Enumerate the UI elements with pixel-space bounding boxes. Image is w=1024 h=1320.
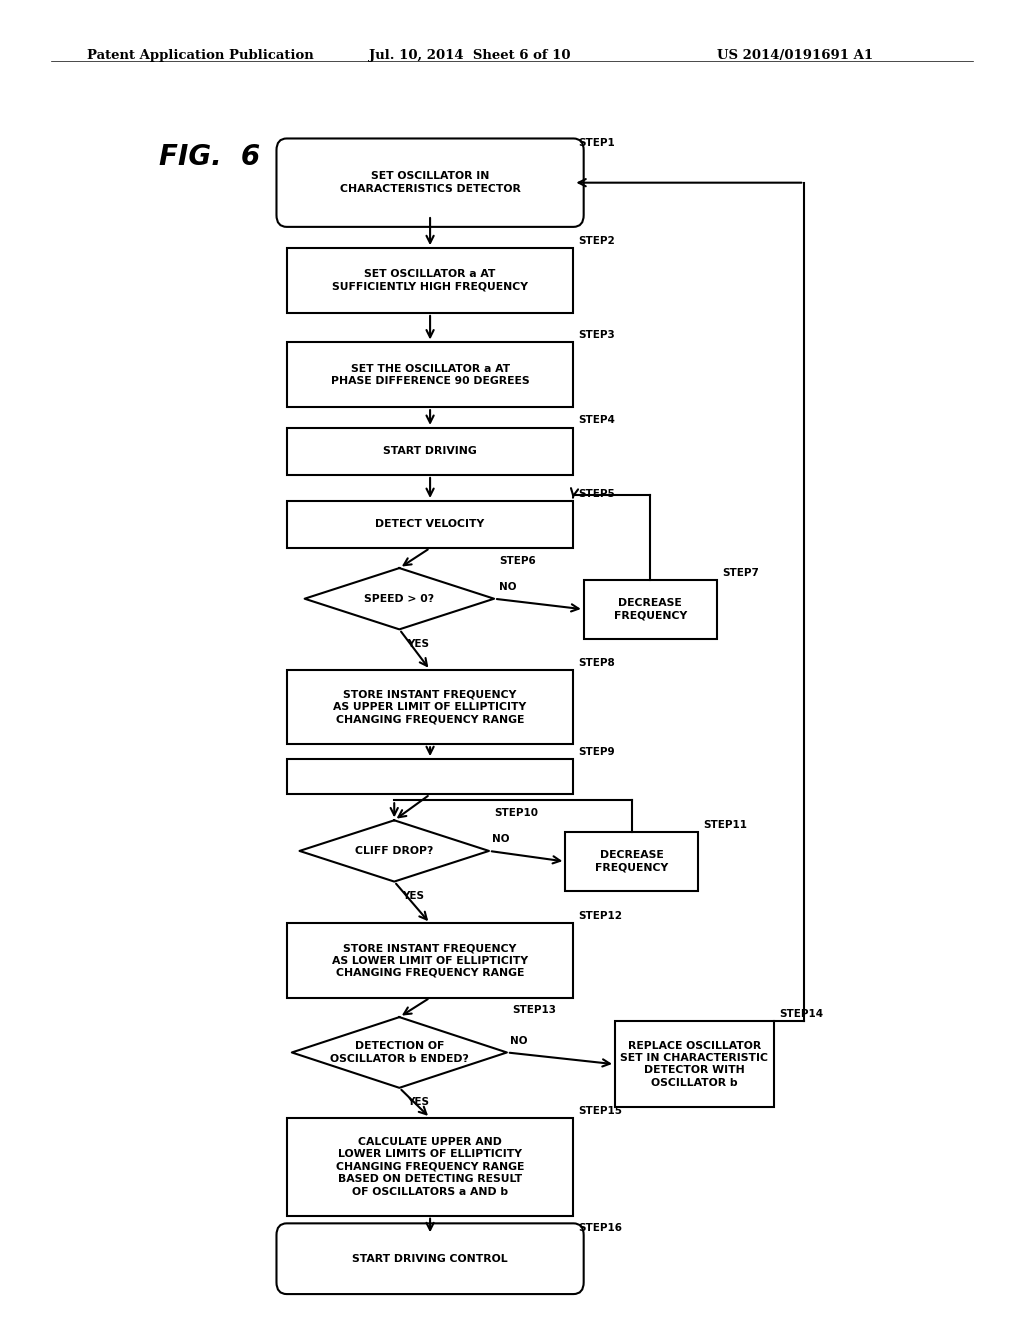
Text: YES: YES [408,1097,429,1107]
Text: STEP4: STEP4 [579,416,615,425]
Polygon shape [305,568,495,630]
Text: STEP3: STEP3 [579,330,615,341]
Bar [565,832,698,891]
Text: DETECT VELOCITY: DETECT VELOCITY [376,520,484,529]
Text: DETECTION OF
OSCILLATOR b ENDED?: DETECTION OF OSCILLATOR b ENDED? [330,1041,469,1064]
Text: US 2014/0191691 A1: US 2014/0191691 A1 [717,49,872,62]
Bar [287,248,573,313]
Text: DECREASE
FREQUENCY: DECREASE FREQUENCY [595,850,669,873]
Text: STEP12: STEP12 [579,911,623,921]
Text: STEP2: STEP2 [579,236,615,246]
Text: NO: NO [493,834,510,845]
FancyBboxPatch shape [276,139,584,227]
Text: STEP13: STEP13 [512,1005,556,1015]
Text: START DRIVING: START DRIVING [383,446,477,457]
Bar [287,1118,573,1216]
Bar [287,759,573,795]
Text: FIG.  6: FIG. 6 [159,143,260,172]
FancyBboxPatch shape [276,1224,584,1294]
Bar [287,428,573,475]
Bar [614,1022,774,1107]
Text: Jul. 10, 2014  Sheet 6 of 10: Jul. 10, 2014 Sheet 6 of 10 [369,49,570,62]
Text: STEP1: STEP1 [579,137,615,148]
Polygon shape [299,820,489,882]
Bar [287,924,573,998]
Text: START DRIVING CONTROL: START DRIVING CONTROL [352,1254,508,1263]
Bar [287,342,573,407]
Text: STEP6: STEP6 [500,556,536,566]
Text: CALCULATE UPPER AND
LOWER LIMITS OF ELLIPTICITY
CHANGING FREQUENCY RANGE
BASED O: CALCULATE UPPER AND LOWER LIMITS OF ELLI… [336,1137,524,1197]
Bar [287,500,573,548]
Text: STEP11: STEP11 [703,820,748,830]
Text: YES: YES [402,891,424,900]
Text: STEP15: STEP15 [579,1106,623,1115]
Text: STEP7: STEP7 [722,568,759,578]
Text: STORE INSTANT FREQUENCY
AS UPPER LIMIT OF ELLIPTICITY
CHANGING FREQUENCY RANGE: STORE INSTANT FREQUENCY AS UPPER LIMIT O… [334,690,526,725]
Bar [584,579,717,639]
Text: CLIFF DROP?: CLIFF DROP? [355,846,433,855]
Text: REPLACE OSCILLATOR
SET IN CHARACTERISTIC
DETECTOR WITH
OSCILLATOR b: REPLACE OSCILLATOR SET IN CHARACTERISTIC… [621,1040,768,1088]
Text: DECREASE
FREQUENCY: DECREASE FREQUENCY [613,598,687,620]
Text: STEP16: STEP16 [579,1222,623,1233]
Text: STORE INSTANT FREQUENCY
AS LOWER LIMIT OF ELLIPTICITY
CHANGING FREQUENCY RANGE: STORE INSTANT FREQUENCY AS LOWER LIMIT O… [332,942,528,978]
Bar [287,671,573,744]
Text: STEP5: STEP5 [579,488,615,499]
Text: SPEED > 0?: SPEED > 0? [365,594,434,603]
Text: STEP8: STEP8 [579,657,615,668]
Text: Patent Application Publication: Patent Application Publication [87,49,313,62]
Text: YES: YES [408,639,429,648]
Polygon shape [292,1018,507,1088]
Text: NO: NO [500,582,517,591]
Text: SET OSCILLATOR IN
CHARACTERISTICS DETECTOR: SET OSCILLATOR IN CHARACTERISTICS DETECT… [340,172,520,194]
Text: STEP9: STEP9 [579,747,615,756]
Text: NO: NO [510,1036,527,1045]
Text: SET OSCILLATOR a AT
SUFFICIENTLY HIGH FREQUENCY: SET OSCILLATOR a AT SUFFICIENTLY HIGH FR… [332,269,528,292]
Text: STEP10: STEP10 [495,808,538,818]
Text: STEP14: STEP14 [779,1008,823,1019]
Text: SET THE OSCILLATOR a AT
PHASE DIFFERENCE 90 DEGREES: SET THE OSCILLATOR a AT PHASE DIFFERENCE… [331,363,529,385]
